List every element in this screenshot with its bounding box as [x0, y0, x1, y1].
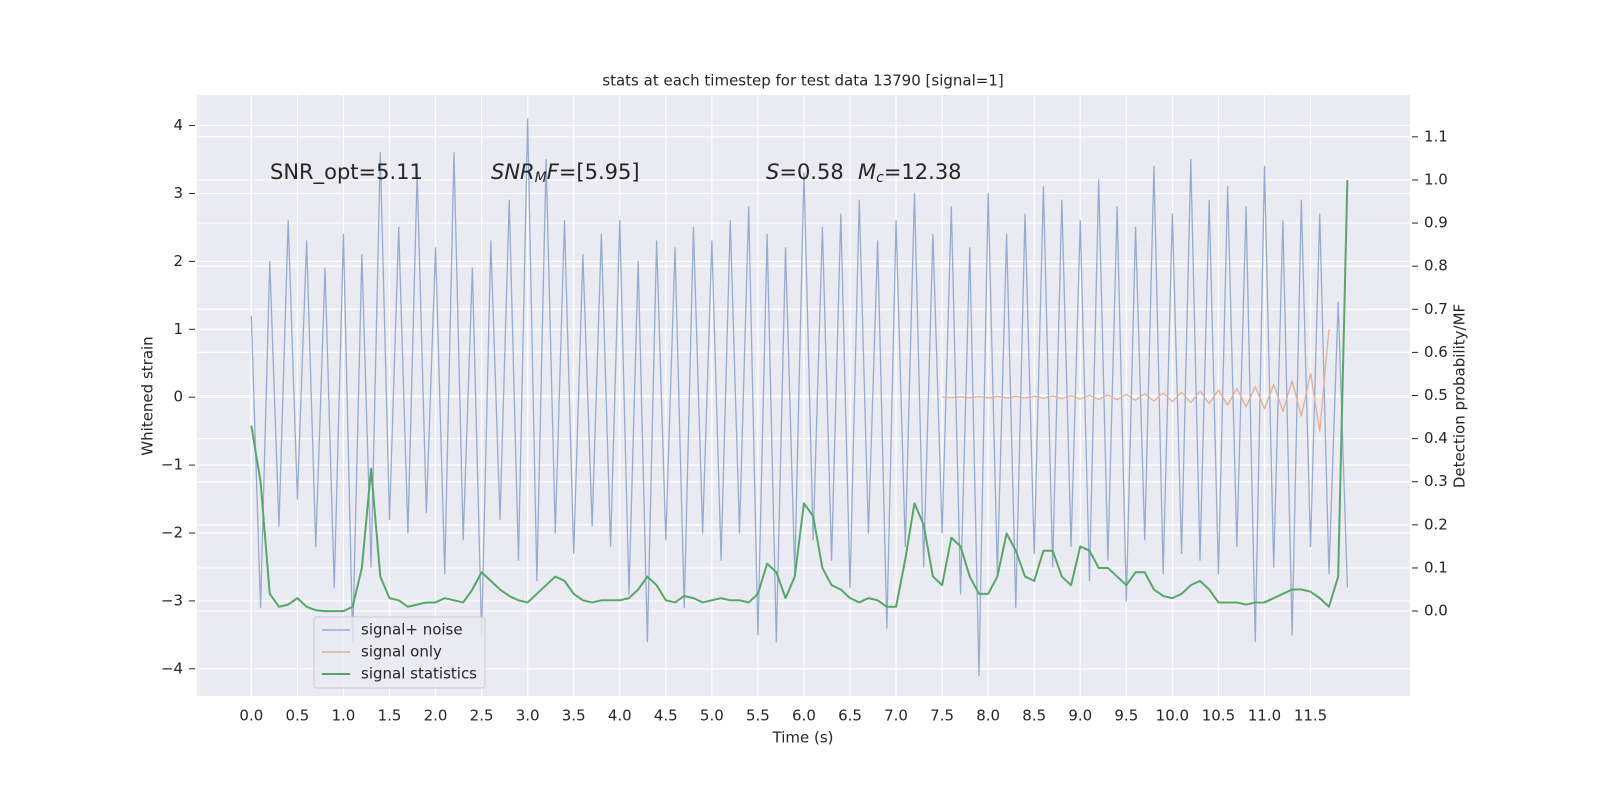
legend-box: [313, 616, 486, 689]
annotation: SNR_opt=5.11: [270, 160, 423, 185]
y2-tick-label: 0.2: [1424, 515, 1448, 533]
x-tick-label: 0.0: [239, 707, 263, 725]
chart-title: stats at each timestep for test data 137…: [602, 72, 1003, 90]
legend-label: signal only: [361, 643, 442, 661]
x-tick-label: 1.0: [332, 707, 356, 725]
y-axis-label: Whitened strain: [139, 336, 157, 455]
series-line: [942, 329, 1330, 432]
x-tick-label: 2.5: [470, 707, 494, 725]
annotation-part: SNR_opt=5.11: [270, 160, 423, 185]
x-tick-label: 9.5: [1114, 707, 1138, 725]
x-tick-label: 4.5: [654, 707, 678, 725]
y2-tick-label: 1.1: [1424, 127, 1448, 145]
y2-tick-label: 1.0: [1424, 170, 1448, 188]
x-tick-label: 11.0: [1248, 707, 1281, 725]
x-tick-label: 5.5: [746, 707, 770, 725]
y2-tick-label: 0.5: [1424, 386, 1448, 404]
annotation-part: =0.58: [779, 160, 843, 184]
annotation-part: M: [535, 170, 547, 186]
y-tick-label: 4: [173, 116, 183, 134]
x-tick-label: 10.0: [1156, 707, 1189, 725]
y2-tick-label: 0.9: [1424, 214, 1448, 232]
y2-tick-label: 0.7: [1424, 300, 1448, 318]
y-tick-label: −2: [161, 524, 183, 542]
annotation: Mc=12.38: [858, 160, 962, 186]
x-tick-label: 5.0: [700, 707, 724, 725]
x-tick-label: 7.0: [884, 707, 908, 725]
x-tick-label: 0.5: [285, 707, 309, 725]
y2-tick-label: 0.4: [1424, 429, 1448, 447]
x-tick-label: 3.0: [516, 707, 540, 725]
series-line: [250, 118, 1349, 677]
annotation-part: M: [858, 160, 876, 184]
series-line: [250, 179, 1349, 613]
y-tick-label: −1: [161, 456, 183, 474]
x-tick-label: 9.0: [1068, 707, 1092, 725]
x-tick-label: 8.5: [1022, 707, 1046, 725]
x-tick-label: 8.0: [976, 707, 1000, 725]
x-tick-label: 10.5: [1202, 707, 1235, 725]
x-tick-label: 4.0: [608, 707, 632, 725]
annotation-part: =[5.95]: [559, 160, 640, 184]
y-tick-label: 0: [173, 388, 183, 406]
y2-tick-label: 0.8: [1424, 257, 1448, 275]
x-tick-label: 11.5: [1294, 707, 1327, 725]
annotation-part: =12.38: [884, 160, 962, 184]
annotation-part: c: [876, 170, 884, 186]
x-tick-label: 6.5: [838, 707, 862, 725]
x-tick-label: 3.5: [562, 707, 586, 725]
y2-tick-label: 0.1: [1424, 558, 1448, 576]
y-tick-label: 1: [173, 320, 183, 338]
x-axis-label: Time (s): [772, 729, 834, 747]
y-tick-label: −4: [161, 659, 183, 677]
annotation: SNRMF=[5.95]: [491, 160, 640, 186]
y2-tick-label: 0.3: [1424, 472, 1448, 490]
y-tick-label: 2: [173, 252, 183, 270]
x-tick-label: 1.5: [378, 707, 402, 725]
y-tick-label: −3: [161, 591, 183, 609]
y2-tick-label: 0.6: [1424, 343, 1448, 361]
y2-axis-label: Detection probability/MF: [1451, 304, 1469, 488]
legend-label: signal statistics: [361, 665, 477, 683]
legend: signal+ noise signal only signal statistic…: [313, 616, 486, 689]
annotation-part: SNR: [491, 160, 535, 184]
y2-tick-label: 0.0: [1424, 602, 1448, 620]
x-tick-label: 7.5: [930, 707, 954, 725]
x-tick-label: 2.0: [424, 707, 448, 725]
annotation-part: S: [766, 160, 779, 184]
annotation-part: F: [547, 160, 560, 184]
x-tick-label: 6.0: [792, 707, 816, 725]
legend-label: signal+ noise: [361, 621, 463, 639]
annotation: S=0.58: [766, 160, 844, 184]
y-tick-label: 3: [173, 184, 183, 202]
